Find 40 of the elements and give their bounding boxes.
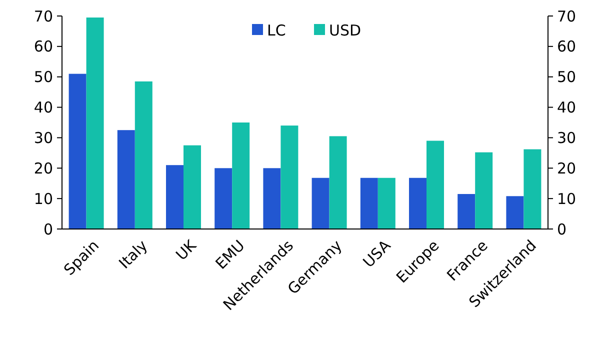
y-tick-label: 20	[34, 159, 53, 178]
y2-tick-label: 40	[557, 98, 576, 117]
y2-tick-label: 50	[557, 68, 576, 86]
bar	[86, 18, 104, 229]
bar	[329, 136, 347, 229]
bar	[117, 130, 135, 229]
y-tick-label: 40	[34, 98, 53, 117]
legend-label: LC	[267, 21, 286, 40]
bar	[312, 178, 330, 229]
y2-tick-label: 0	[557, 220, 567, 238]
y2-tick-label: 60	[557, 38, 576, 56]
y-tick-label: 60	[34, 38, 53, 56]
y2-tick-label: 70	[557, 7, 576, 26]
y-tick-label: 30	[34, 128, 53, 147]
bar	[232, 122, 250, 229]
bar	[263, 168, 281, 229]
bar	[214, 168, 232, 229]
bar	[378, 178, 396, 229]
bar	[166, 165, 184, 229]
bar	[458, 194, 476, 229]
y-tick-label: 70	[34, 7, 53, 26]
bar	[409, 178, 426, 229]
y2-tick-label: 10	[557, 190, 576, 208]
bar	[360, 178, 378, 229]
bar	[475, 152, 493, 229]
legend-label: USD	[329, 21, 362, 40]
bar	[506, 196, 524, 229]
bar	[524, 149, 542, 229]
y2-tick-label: 20	[557, 159, 576, 178]
bar	[426, 140, 444, 229]
bar	[280, 126, 298, 229]
x-tick-label: USA	[359, 236, 395, 272]
y-tick-label: 10	[34, 190, 53, 208]
y-tick-label: 0	[43, 220, 53, 238]
bar	[134, 81, 152, 229]
y2-tick-label: 30	[557, 128, 576, 147]
y-tick-label: 50	[34, 68, 53, 86]
bar	[68, 74, 86, 229]
x-tick-label: UK	[172, 236, 201, 264]
bar	[184, 145, 201, 229]
